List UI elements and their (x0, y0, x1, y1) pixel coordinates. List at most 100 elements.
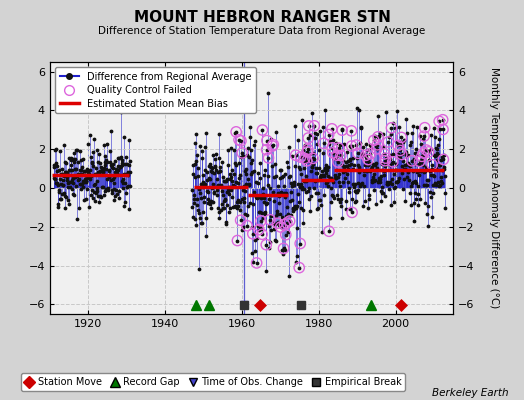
Point (434, 162, 443, 168)
Legend: Difference from Regional Average, Quality Control Failed, Estimated Station Mean: Difference from Regional Average, Qualit… (54, 67, 256, 113)
Point (220, 178, 228, 184)
Point (291, 152, 300, 158)
Point (307, 192, 315, 199)
Point (394, 150, 402, 157)
Point (346, 142, 354, 149)
Point (441, 205, 450, 212)
Point (435, 118, 443, 124)
Point (436, 178, 445, 184)
Point (350, 183, 358, 190)
Point (374, 134, 382, 140)
Point (77, 167, 85, 173)
Point (427, 172, 435, 178)
Point (417, 158, 425, 165)
Point (392, 139, 401, 145)
Point (349, 154, 357, 161)
Point (198, 148, 206, 154)
Point (371, 133, 379, 139)
Point (212, 183, 220, 190)
Point (227, 186, 235, 193)
Point (253, 194, 261, 201)
Point (380, 151, 389, 157)
Point (267, 227, 275, 234)
Point (355, 164, 363, 170)
Point (70, 192, 78, 198)
Point (298, 117, 306, 123)
Point (112, 169, 120, 176)
Point (257, 226, 266, 232)
Point (244, 181, 253, 187)
Point (194, 185, 203, 192)
Point (423, 177, 432, 183)
Point (370, 177, 379, 183)
Point (434, 136, 443, 142)
Point (84, 174, 93, 180)
Point (75, 166, 84, 173)
Point (269, 220, 277, 226)
Point (65, 201, 73, 208)
Point (407, 183, 415, 189)
Point (255, 226, 263, 233)
Point (56, 148, 64, 154)
Point (270, 226, 278, 232)
Point (213, 187, 222, 194)
Point (437, 156, 445, 163)
Point (358, 152, 366, 158)
Point (51, 146, 60, 152)
Point (247, 146, 255, 153)
Point (439, 156, 447, 163)
Point (348, 209, 356, 216)
Point (279, 245, 288, 252)
Point (394, 124, 402, 130)
Point (123, 161, 131, 168)
Point (193, 152, 201, 158)
Point (88, 187, 96, 194)
Point (99, 184, 107, 190)
Point (72, 147, 81, 153)
Point (56, 196, 64, 202)
Point (228, 178, 236, 184)
Point (81, 172, 89, 178)
Point (413, 191, 422, 198)
Point (97, 167, 105, 174)
Point (73, 159, 82, 165)
Point (339, 157, 347, 164)
Point (59, 142, 68, 148)
Point (422, 147, 431, 153)
Point (346, 160, 355, 167)
Point (114, 163, 122, 169)
Point (288, 180, 297, 187)
Point (231, 203, 239, 210)
Point (90, 182, 99, 188)
Point (328, 126, 336, 132)
Point (121, 199, 129, 205)
Point (357, 150, 366, 156)
Point (282, 220, 291, 226)
Point (395, 175, 403, 181)
Point (302, 177, 311, 183)
Point (104, 186, 113, 192)
Point (264, 155, 272, 161)
Point (297, 171, 305, 177)
Point (387, 125, 396, 131)
Point (347, 128, 356, 134)
Point (106, 176, 115, 183)
Point (418, 153, 426, 160)
Point (408, 168, 417, 174)
Point (71, 166, 80, 173)
Point (245, 124, 254, 130)
Point (199, 208, 207, 215)
Point (213, 181, 222, 188)
Point (278, 173, 287, 179)
Point (428, 214, 436, 220)
Point (358, 144, 367, 150)
Point (365, 160, 373, 166)
Point (267, 213, 275, 219)
Point (383, 181, 391, 187)
Point (300, 178, 309, 184)
Point (206, 176, 214, 182)
Point (435, 126, 444, 132)
Point (368, 164, 376, 170)
Point (92, 187, 101, 194)
Point (429, 190, 438, 196)
